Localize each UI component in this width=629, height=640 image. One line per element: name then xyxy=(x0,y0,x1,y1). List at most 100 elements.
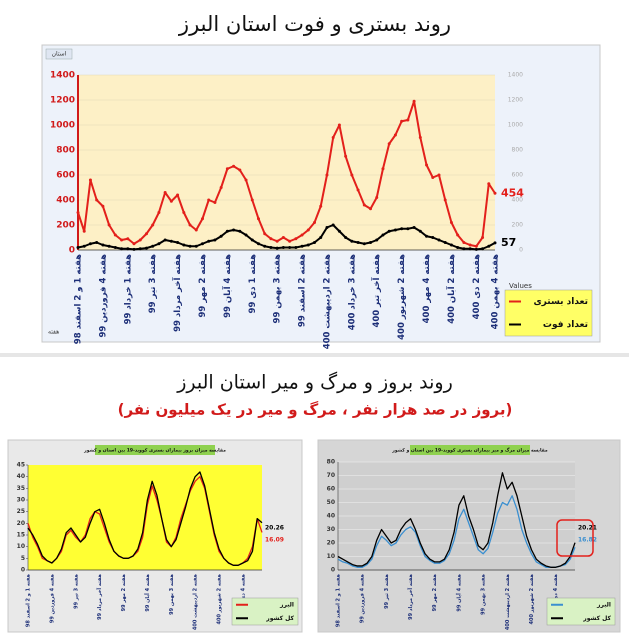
data-point xyxy=(244,233,248,237)
data-point xyxy=(294,246,298,249)
data-point xyxy=(113,246,117,249)
x-tick-label: هفته 2 دی 400 xyxy=(472,254,482,319)
x-tick-label: هفته آخر تیر 400 xyxy=(370,254,382,328)
y-tick-label: 35 xyxy=(17,485,25,492)
x-tick-label: هفته 4 فروردین 99 xyxy=(360,573,366,623)
data-point xyxy=(157,211,161,214)
data-point xyxy=(132,247,136,251)
data-point xyxy=(238,229,242,233)
data-point xyxy=(95,198,99,202)
x-tick-label: هفته 1 و 2 اسفند 98 xyxy=(74,254,84,344)
y-tick-label: 200 xyxy=(56,221,75,231)
data-point xyxy=(275,239,279,243)
x-tick-label: هفته 4 فروردین 99 xyxy=(49,573,55,623)
data-point xyxy=(406,118,410,122)
x-tick-label: هفته 1 و 2 اسفند 98 xyxy=(336,573,342,627)
data-point xyxy=(468,247,472,251)
chart-title: روند بستری و فوت استان البرز xyxy=(178,12,451,36)
y-tick-label: 30 xyxy=(327,526,335,533)
data-point xyxy=(157,242,161,246)
x-tick-label: هفته 3 تیر 99 xyxy=(73,573,79,608)
data-point xyxy=(412,99,416,103)
chart-title: مقایسه میزان بروز بیماران بستری کووید-19… xyxy=(83,448,226,454)
data-point xyxy=(188,223,192,227)
data-point xyxy=(313,241,317,244)
data-point xyxy=(176,241,180,244)
data-point xyxy=(113,233,117,237)
series-line xyxy=(337,495,576,568)
data-point xyxy=(163,191,167,194)
data-point xyxy=(418,229,422,233)
data-point xyxy=(126,247,130,251)
data-point xyxy=(138,247,142,251)
value-label: 16.09 xyxy=(265,537,284,544)
value-label: 16.82 xyxy=(578,537,597,544)
y-tick-label: 15 xyxy=(17,532,25,539)
data-point xyxy=(250,198,254,202)
data-point xyxy=(344,154,348,158)
x-tick-label: هفته 2 شهریور 400 xyxy=(397,254,407,340)
x-field-label: هفته xyxy=(48,329,59,336)
y-tick-label: 10 xyxy=(327,553,335,560)
series-line xyxy=(337,472,576,568)
y-tick-label: 40 xyxy=(17,473,25,480)
data-point xyxy=(176,193,180,197)
x-tick-label: هفته 2 مهر 99 xyxy=(121,573,127,611)
x-tick-label: هفته 4 فروردین 99 xyxy=(98,254,108,338)
x-tick-label: هفته 2 اسفند 99 xyxy=(298,254,308,327)
data-point xyxy=(213,238,217,242)
y-tick-label: 5 xyxy=(21,555,25,562)
data-point xyxy=(319,204,323,208)
x-tick-label: هفته 4 آبان 99 xyxy=(143,573,151,611)
legend-label: کل کشور xyxy=(582,615,611,622)
x-tick-label: هفته 2 مهر 99 xyxy=(432,573,438,611)
data-point xyxy=(437,238,441,242)
data-point xyxy=(107,223,111,227)
y-tick-label: 70 xyxy=(327,472,335,479)
y-tick-label: 1200 xyxy=(50,96,75,106)
y-tick-label: 1000 xyxy=(50,121,75,131)
data-point xyxy=(437,173,441,177)
value-label: 57 xyxy=(501,236,516,249)
data-point xyxy=(101,204,105,208)
plot-area xyxy=(78,75,495,250)
data-point xyxy=(219,186,223,189)
y-tick-label: 10 xyxy=(17,543,25,550)
data-point xyxy=(200,217,204,221)
x-tick-label: هفته 4 بهمن 400 xyxy=(491,254,501,329)
data-point xyxy=(387,229,391,233)
data-point xyxy=(487,182,491,186)
data-point xyxy=(375,196,379,199)
data-point xyxy=(406,227,410,231)
series-line xyxy=(77,100,496,248)
data-point xyxy=(232,164,236,168)
data-point xyxy=(194,228,198,232)
y-tick-label: 80 xyxy=(327,459,335,466)
filter-label: استان xyxy=(52,51,67,58)
data-point xyxy=(462,247,466,251)
data-point xyxy=(468,243,472,247)
value-label: 454 xyxy=(501,186,524,199)
data-point xyxy=(169,199,173,203)
y-tick-label: 1400 xyxy=(50,71,75,81)
data-point xyxy=(418,136,422,139)
y-tick-label: 0 xyxy=(69,246,75,256)
data-point xyxy=(144,232,148,236)
data-point xyxy=(88,242,92,246)
data-point xyxy=(107,244,111,248)
data-point xyxy=(369,241,373,244)
x-tick-label: هفته 2 مهر 99 xyxy=(198,254,208,318)
chart-title: مقایسه میزان مرگ و میر بیماران بستری کوو… xyxy=(391,447,548,454)
y2-tick-label: 400 xyxy=(512,197,524,204)
data-point xyxy=(393,133,397,137)
data-point xyxy=(325,226,329,229)
data-point xyxy=(356,188,360,192)
data-point xyxy=(431,176,435,179)
data-point xyxy=(269,237,273,241)
y-tick-label: 0 xyxy=(331,567,335,574)
data-point xyxy=(82,244,86,248)
data-point xyxy=(263,232,267,236)
data-point xyxy=(281,246,285,249)
legend-label: البرز xyxy=(596,601,611,608)
x-tick-label: هفته 4 آبان 99 xyxy=(221,254,233,318)
